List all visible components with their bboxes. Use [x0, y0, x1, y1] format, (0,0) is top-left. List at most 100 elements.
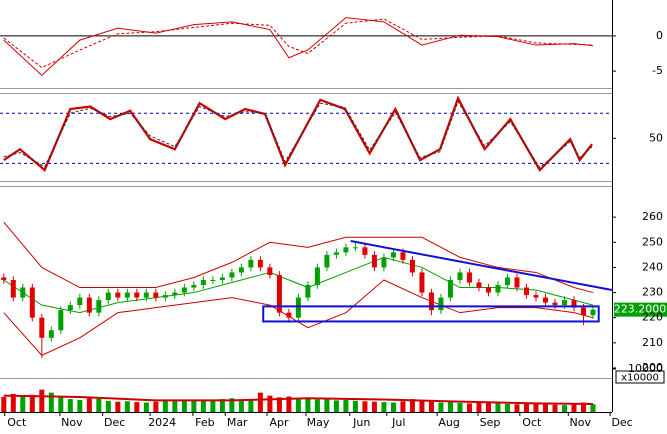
candle-body — [191, 285, 197, 288]
y-tick-label: 260 — [642, 210, 663, 223]
candle-body — [381, 257, 387, 268]
volume-bar — [1, 396, 7, 412]
volume-bar — [134, 402, 140, 412]
candle-body — [571, 300, 577, 308]
volume-bar — [219, 399, 225, 412]
volume-bar — [523, 403, 529, 412]
candle-body — [352, 247, 358, 249]
indicator-line — [3, 100, 593, 169]
x-tick-label: 2024 — [148, 416, 176, 429]
volume-bar — [20, 395, 26, 412]
volume-bar — [362, 401, 368, 412]
volume-bar — [172, 401, 178, 412]
candle-body — [580, 307, 586, 316]
volume-bar — [181, 400, 187, 412]
volume-bar — [210, 399, 216, 412]
x-tick-label: Nov — [61, 416, 83, 429]
volume-bar — [229, 398, 235, 412]
x-tick-label: Nov — [570, 416, 592, 429]
candle-body — [162, 295, 168, 298]
y-tick-label: 50 — [649, 131, 663, 144]
volume-bar — [67, 399, 73, 412]
candle-body — [324, 254, 330, 268]
volume-bar — [400, 401, 406, 412]
candle-body — [504, 277, 510, 286]
x-tick-label: Jul — [391, 416, 405, 429]
volume-bar — [457, 402, 463, 412]
candle-body — [514, 277, 520, 288]
candle-body — [86, 297, 92, 313]
y-tick-label: 0 — [656, 29, 663, 42]
candle-body — [238, 267, 244, 273]
volume-bar — [124, 401, 130, 412]
candle-body — [428, 292, 434, 311]
candle-body — [485, 287, 491, 293]
volume-bar — [552, 404, 558, 412]
candle-body — [58, 310, 64, 331]
candle-body — [495, 285, 501, 293]
y-tick-label: 10000 — [628, 362, 663, 375]
candle-body — [333, 252, 339, 255]
candle-body — [257, 259, 263, 268]
volume-bar — [333, 400, 339, 412]
band-line — [3, 221, 594, 294]
volume-bar — [343, 399, 349, 412]
volume-bar — [257, 392, 263, 412]
candle-body — [143, 292, 149, 298]
candle-body — [400, 252, 406, 260]
candle-body — [466, 272, 472, 283]
panel-frames — [0, 0, 613, 413]
volume-bar — [10, 393, 16, 412]
volume-bar — [276, 397, 282, 412]
volume-bar — [314, 399, 320, 412]
trend-line — [350, 240, 613, 292]
volume-ma — [3, 394, 594, 406]
candle-body — [362, 247, 368, 255]
volume-bar — [115, 401, 121, 412]
volume-bar — [371, 401, 377, 412]
candle-body — [10, 279, 16, 298]
y-tick-label: 220 — [642, 311, 663, 324]
y-tick-label: 210 — [642, 336, 663, 349]
volume-bar — [590, 404, 596, 412]
x-tick-label: Apr — [270, 416, 290, 429]
volume-bar — [267, 395, 273, 412]
last-price-box — [614, 302, 667, 317]
candle-body — [20, 287, 26, 298]
candle-body — [276, 274, 282, 313]
candle-body — [181, 287, 187, 293]
candle-body — [124, 292, 130, 298]
volume-bar — [561, 405, 567, 412]
volume-bar — [438, 402, 444, 412]
volume-bar — [324, 399, 330, 412]
candle-body — [248, 259, 254, 268]
x-tick-label: May — [307, 416, 330, 429]
volume-bar — [86, 397, 92, 412]
candle-body — [590, 309, 596, 316]
x-tick-label: Oct — [522, 416, 542, 429]
volume-bar — [286, 396, 292, 412]
volume-bar — [48, 392, 54, 412]
candle-body — [419, 272, 425, 293]
candle-body — [29, 287, 35, 318]
candle-body — [447, 279, 453, 298]
candle-body — [523, 287, 529, 296]
volume-bar — [485, 402, 491, 412]
candle-body — [115, 292, 121, 298]
volume-bar — [248, 399, 254, 412]
candle-body — [390, 252, 396, 258]
candle-body — [48, 330, 54, 338]
candle-body — [314, 267, 320, 286]
volume-bar — [29, 394, 35, 412]
x-tick-label: Mar — [227, 416, 248, 429]
last-price-label: 223.2000 — [614, 303, 667, 316]
volume-bar — [153, 401, 159, 412]
candle-body — [39, 317, 45, 338]
volume-bar — [105, 400, 111, 412]
volume-bar — [352, 400, 358, 412]
candle-body — [134, 292, 140, 298]
y-tick-label: 230 — [642, 286, 663, 299]
volume-bar — [504, 403, 510, 412]
candle-body — [457, 272, 463, 280]
